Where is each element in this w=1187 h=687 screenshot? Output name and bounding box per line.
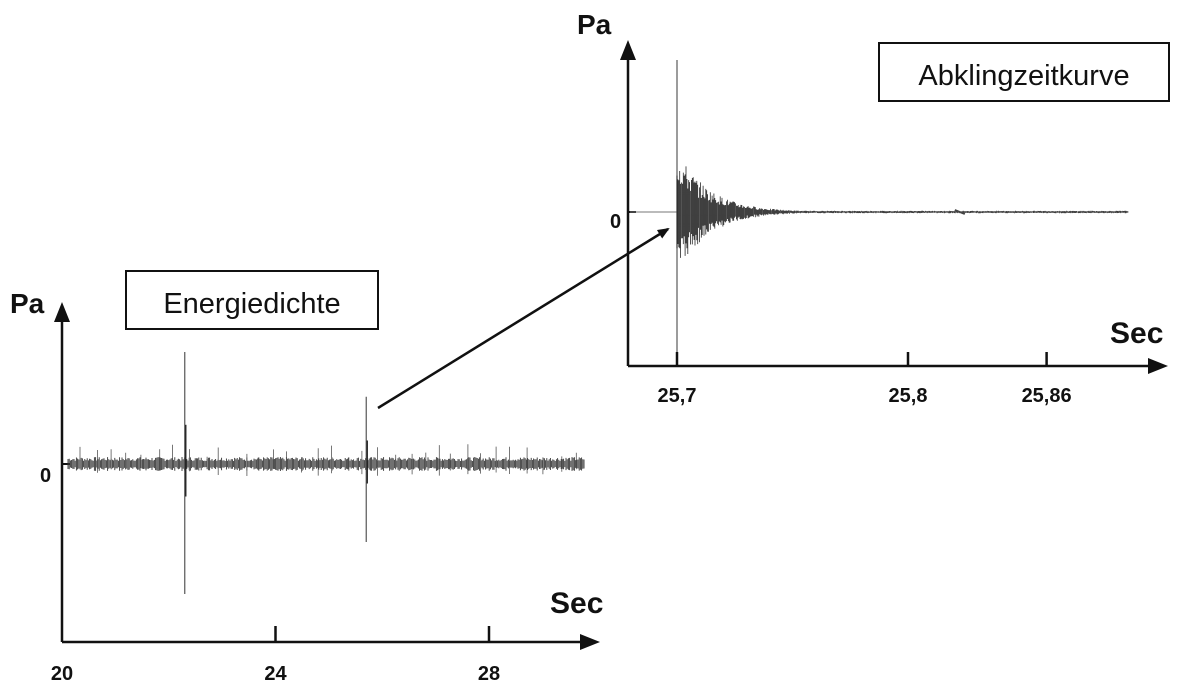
right-title-box	[878, 42, 1170, 102]
left-noise-band	[67, 457, 585, 471]
right-x-tick-label: 25,8	[889, 385, 928, 407]
right-title: Abklingzeitkurve	[918, 60, 1129, 92]
right-x-tick-label: 25,7	[658, 385, 697, 407]
right-x-ticks: 25,7 25,8 25,86	[658, 352, 1072, 407]
left-x-tick-label: 28	[478, 663, 500, 685]
left-title: Energiedichte	[163, 288, 340, 320]
left-y-axis-arrow	[54, 302, 70, 322]
energy-density-chart: 20 24 28 Pa 0 Sec Energiedichte	[10, 270, 603, 685]
left-zero-label: 0	[40, 465, 51, 487]
zoom-arrow	[377, 227, 670, 410]
left-title-box	[125, 270, 379, 330]
right-x-axis-arrow	[1148, 358, 1168, 374]
right-waveform	[630, 60, 1129, 366]
right-zero-label: 0	[610, 211, 621, 233]
right-decay-signal	[676, 166, 1129, 258]
left-waveform	[67, 352, 585, 594]
left-x-tick-label: 24	[264, 663, 287, 685]
decay-curve-chart: 25,7 25,8 25,86 Pa 0 Sec Abklingzeitkurve	[577, 9, 1170, 407]
left-x-axis-label: Sec	[550, 587, 603, 620]
left-minor-spikes	[79, 444, 577, 476]
right-late-bump	[954, 209, 966, 215]
right-y-axis-label: Pa	[577, 9, 612, 40]
right-y-axis-arrow	[620, 40, 636, 60]
right-x-tick-label: 25,86	[1022, 385, 1072, 407]
left-x-axis-arrow	[580, 634, 600, 650]
right-x-axis-label: Sec	[1110, 317, 1163, 350]
left-x-tick-label: 20	[51, 663, 73, 685]
left-x-ticks: 20 24 28	[51, 626, 500, 685]
left-y-axis-label: Pa	[10, 288, 45, 319]
